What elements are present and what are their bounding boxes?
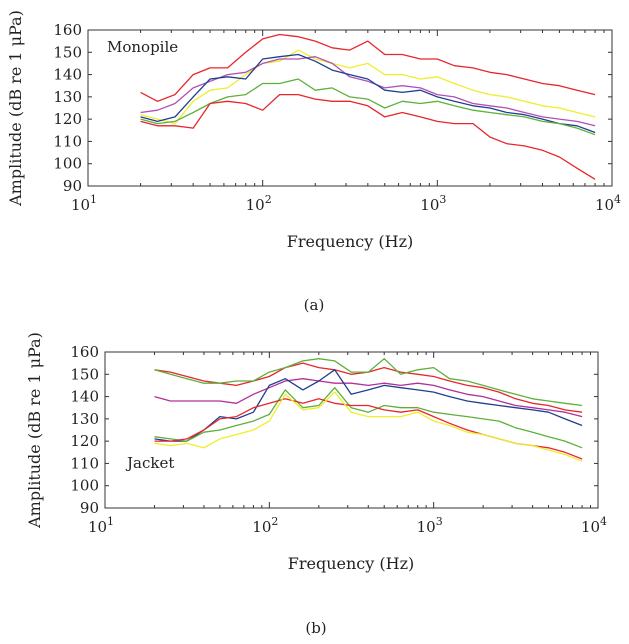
x-tick-base: 10 xyxy=(88,518,107,536)
y-tick-label: 90 xyxy=(80,499,99,517)
y-tick-label: 120 xyxy=(70,432,99,450)
y-tick-label: 130 xyxy=(53,88,82,106)
panel-caption-a: (a) xyxy=(304,296,325,314)
series-line-green-5 xyxy=(140,78,596,136)
y-tick-label: 110 xyxy=(70,454,99,472)
series-line-yellow-7 xyxy=(154,391,583,462)
x-tick-base: 10 xyxy=(71,196,90,214)
x-tick-label: 102 xyxy=(246,193,272,214)
y-tick-label: 130 xyxy=(70,410,99,428)
x-tick-label: 104 xyxy=(595,193,621,214)
plot-frame-b xyxy=(104,351,599,509)
x-tick-exponent: 4 xyxy=(614,193,621,206)
panel-caption-b: (b) xyxy=(305,619,326,637)
x-tick-exponent: 2 xyxy=(271,515,278,528)
y-axis-label-b: Amplitude (dB re 1 μPa) xyxy=(25,332,44,529)
series-line-yellow-2 xyxy=(140,49,596,125)
panel-title-b: Jacket xyxy=(125,454,174,472)
series-line-blue-4 xyxy=(140,53,596,134)
x-tick-base: 10 xyxy=(420,196,439,214)
x-tick-label: 104 xyxy=(581,515,607,536)
series-line-magenta-3 xyxy=(154,378,583,418)
y-tick-label: 100 xyxy=(70,477,99,495)
y-tick-label: 90 xyxy=(63,177,82,195)
series-line-red-1 xyxy=(154,362,583,413)
series-line-purple-3 xyxy=(140,56,596,127)
series-line-green-2 xyxy=(154,358,583,407)
panel-title-a: Monopile xyxy=(107,38,178,56)
x-tick-exponent: 3 xyxy=(436,515,443,528)
x-tick-exponent: 1 xyxy=(90,193,97,206)
x-tick-base: 10 xyxy=(252,518,271,536)
y-tick-label: 140 xyxy=(70,388,99,406)
x-tick-exponent: 1 xyxy=(107,515,114,528)
y-tick-label: 110 xyxy=(53,132,82,150)
x-tick-exponent: 3 xyxy=(439,193,446,206)
x-tick-exponent: 4 xyxy=(600,515,607,528)
x-tick-label: 103 xyxy=(420,193,446,214)
series-line-green-5 xyxy=(154,387,583,449)
plot-frame-a xyxy=(87,29,613,187)
x-tick-base: 10 xyxy=(581,518,600,536)
x-tick-label: 101 xyxy=(88,515,114,536)
y-tick-label: 140 xyxy=(53,66,82,84)
y-tick-label: 160 xyxy=(53,21,82,39)
y-tick-label: 150 xyxy=(70,365,99,383)
y-tick-label: 100 xyxy=(53,155,82,173)
x-tick-base: 10 xyxy=(246,196,265,214)
y-tick-label: 150 xyxy=(53,43,82,61)
series-line-red-6 xyxy=(140,93,596,180)
x-axis-label-b: Frequency (Hz) xyxy=(288,554,415,573)
series-line-red-1 xyxy=(140,33,596,102)
y-tick-label: 120 xyxy=(53,110,82,128)
series-line-blue-4 xyxy=(154,369,583,442)
x-tick-label: 102 xyxy=(252,515,278,536)
x-tick-base: 10 xyxy=(595,196,614,214)
x-tick-base: 10 xyxy=(417,518,436,536)
y-tick-label: 160 xyxy=(70,343,99,361)
y-axis-label-a: Amplitude (dB re 1 μPa) xyxy=(6,10,25,207)
x-tick-label: 103 xyxy=(417,515,443,536)
x-tick-exponent: 2 xyxy=(265,193,272,206)
x-axis-label-a: Frequency (Hz) xyxy=(287,232,414,251)
x-tick-label: 101 xyxy=(71,193,97,214)
